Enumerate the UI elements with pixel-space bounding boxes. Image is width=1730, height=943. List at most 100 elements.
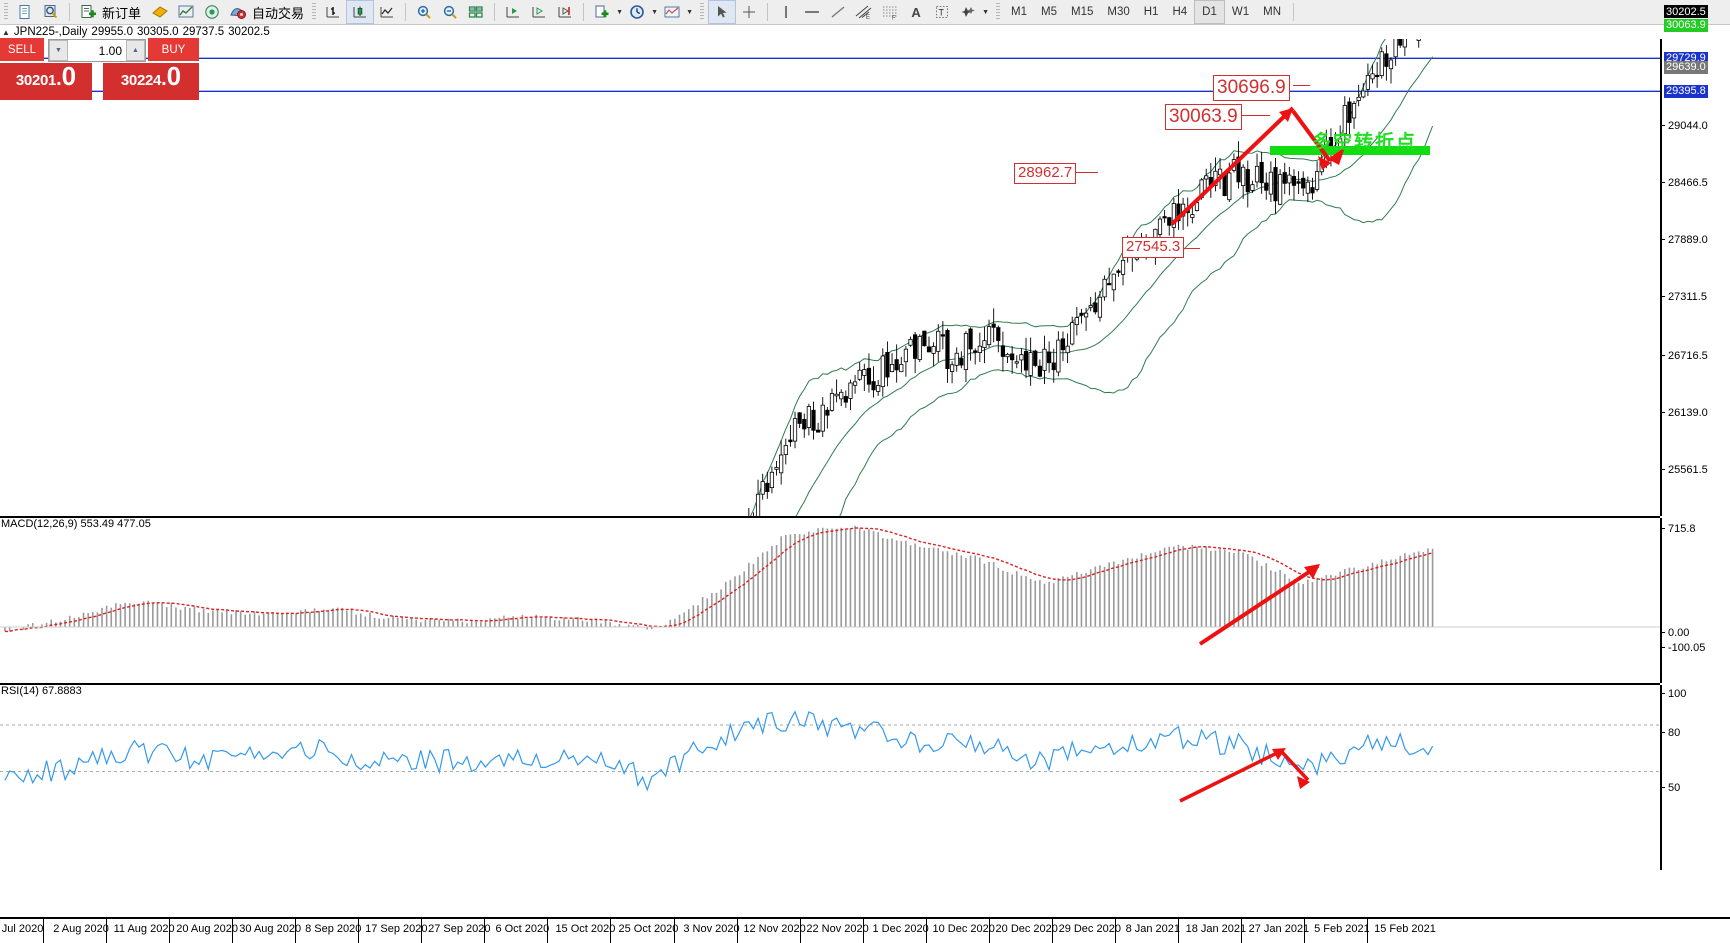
bid-dot: . [56,68,62,90]
equidistant-channel-icon[interactable]: E [851,1,877,23]
date-tick-label: 20 Aug 2020 [176,923,239,935]
macd-tick: 715.8 [1662,523,1730,535]
crosshair-icon[interactable] [736,1,762,23]
auto-trading-label[interactable]: 自动交易 [252,5,305,21]
navigator-icon[interactable] [199,1,225,23]
price-pane[interactable] [0,39,1660,518]
price-chip[interactable]: 30202.5 [1664,5,1708,19]
chart-type-grip[interactable] [312,3,317,21]
rsi-chart-svg[interactable] [0,685,1660,870]
ask-fraction: 0 [166,61,182,91]
chart-shift-icon[interactable] [500,1,526,23]
line-chart-icon[interactable] [374,1,400,23]
symbol-info-bar: ▲ JPN225-,Daily 29955.0 30305.0 29737.5 … [0,25,1730,39]
chart-collapse-icon[interactable]: ▲ [2,27,10,37]
trendline-icon[interactable] [825,1,851,23]
bar-chart-icon[interactable] [320,1,346,23]
macd-scale[interactable]: 715.8 0.00 -100.05 [1660,518,1730,683]
price-scale[interactable]: 29044.0 28466.5 27889.0 27311.5 26716.5 26139… [1660,5,1730,516]
rsi-pane[interactable]: RSI(14) 67.8883 [0,685,1660,870]
new-order-label[interactable]: 新订单 [102,5,142,21]
macd-chart-svg[interactable] [0,518,1660,683]
text-label-icon[interactable]: A [911,4,921,20]
period-icon[interactable] [624,1,650,23]
date-tick-label: 15 Feb 2021 [1374,923,1436,935]
toolbar-grip[interactable] [4,3,8,21]
fibonacci-icon[interactable]: F [877,1,903,23]
candlestick-chart-icon[interactable] [346,0,375,24]
date-tick-label: 30 Aug 2020 [239,923,302,935]
price-chip[interactable]: 29395.8 [1664,84,1708,98]
price-chip[interactable]: 29639.0 [1664,60,1708,74]
horizontal-line-icon[interactable] [799,1,825,23]
timeframe-mn[interactable]: MN [1263,6,1281,18]
price-chart-svg[interactable] [0,39,1660,516]
expert-advisor-icon[interactable] [147,1,173,23]
annot-30063[interactable]: 30063.9 [1165,104,1242,130]
date-tick-label: 29 Dec 2020 [1058,923,1121,935]
price-tick: 28466.5 [1662,177,1730,189]
indicators-chevron-down-icon[interactable]: ▼ [616,8,623,16]
shapes-icon[interactable] [955,1,981,23]
volume-stepper[interactable]: ▼ 1.00 ▲ [48,39,146,62]
templates-chevron-down-icon[interactable]: ▼ [686,8,693,16]
chart-shift-end-icon[interactable] [552,1,578,23]
symbol-search-icon[interactable] [38,1,64,23]
date-tick-label: 20 Dec 2020 [995,923,1058,935]
chart-area[interactable]: MACD(12,26,9) 553.49 477.05 RSI(14) 67.8… [0,5,1730,917]
annotation-layer: 30696.9 30063.9 28962.7 27545.3 多空转折点 [0,39,1660,917]
timeframe-m15[interactable]: M15 [1071,6,1094,18]
cursor-icon[interactable] [708,0,737,24]
volume-value[interactable]: 1.00 [98,43,122,58]
price-chip[interactable]: 30063.9 [1664,18,1708,32]
volume-decrease-icon[interactable]: ▼ [49,40,68,61]
annot-27545[interactable]: 27545.3 [1122,237,1185,258]
price-tick: 27311.5 [1662,291,1730,303]
timeframe-m5[interactable]: M5 [1041,6,1057,18]
price-tick: 25561.5 [1662,464,1730,476]
ask-price[interactable]: 30224 . 0 [103,63,199,100]
date-tick-mark [43,919,45,943]
new-document-icon[interactable] [12,1,38,23]
annot-30696[interactable]: 30696.9 [1213,75,1290,101]
timeframe-h1[interactable]: H1 [1143,6,1159,18]
zoom-in-icon[interactable] [411,1,437,23]
ask-dot: . [161,68,167,90]
text-box-icon[interactable]: T [929,1,955,23]
timeframe-m30[interactable]: M30 [1107,6,1130,18]
macd-pane[interactable]: MACD(12,26,9) 553.49 477.05 [0,518,1660,685]
period-chevron-down-icon[interactable]: ▼ [651,8,658,16]
symbol-name: JPN225-,Daily [13,26,88,38]
data-window-icon[interactable] [173,1,199,23]
auto-scroll-icon[interactable] [526,1,552,23]
buy-button[interactable]: BUY [148,38,199,61]
chart-grid-icon[interactable] [463,1,489,23]
drawing-tools-grip[interactable] [700,3,705,21]
shapes-chevron-down-icon[interactable]: ▼ [982,8,989,16]
annot-cjk[interactable]: 多空转折点 [1312,132,1418,153]
timeframe-w1[interactable]: W1 [1231,6,1250,18]
price-tick: 29044.0 [1662,120,1730,132]
volume-increase-icon[interactable]: ▲ [126,40,145,61]
bid-price[interactable]: 30201 . 0 [0,63,92,100]
templates-icon[interactable] [659,1,685,23]
timeframe-m1[interactable]: M1 [1011,6,1028,18]
zoom-out-icon[interactable] [437,1,463,23]
vertical-line-icon[interactable] [773,1,799,23]
toolbar-divider-5 [767,3,769,21]
timeframe-d1[interactable]: D1 [1194,0,1225,24]
rsi-scale[interactable]: 100 80 50 [1660,685,1730,870]
date-tick-mark [1177,919,1179,943]
date-tick-label: 25 Oct 2020 [618,923,679,935]
annot-28962[interactable]: 28962.7 [1014,163,1077,184]
date-tick-label: 12 Nov 2020 [743,923,806,935]
timeframe-grip[interactable] [996,3,1001,21]
new-order-icon[interactable] [75,1,101,23]
timeframe-h4[interactable]: H4 [1172,6,1188,18]
date-tick-mark [988,919,990,943]
sell-button[interactable]: SELL [0,38,44,61]
date-tick-mark [610,919,612,943]
auto-trading-icon[interactable] [225,1,251,23]
indicators-icon[interactable] [589,1,615,23]
